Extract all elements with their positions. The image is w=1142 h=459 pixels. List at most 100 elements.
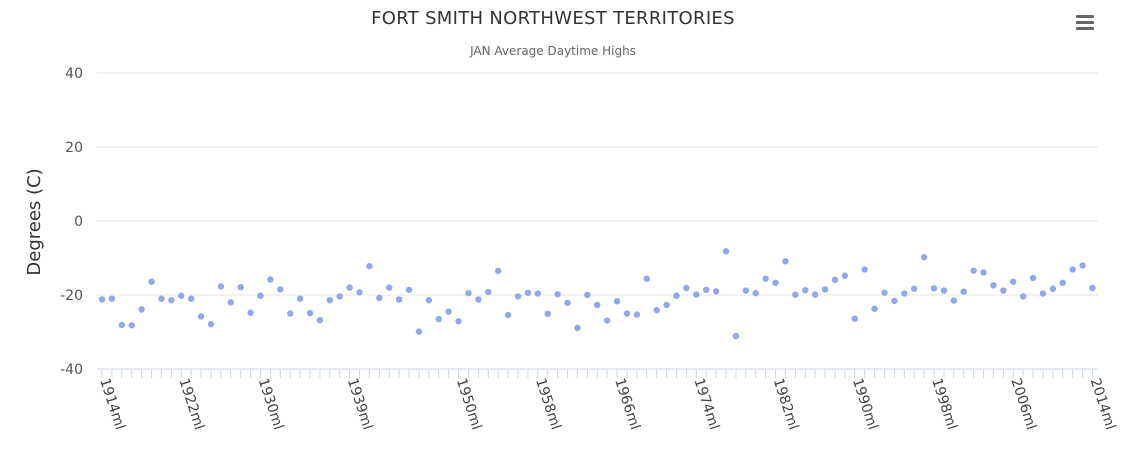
data-point[interactable] <box>485 288 492 296</box>
data-point[interactable] <box>346 284 353 291</box>
data-point[interactable] <box>257 292 264 299</box>
data-point[interactable] <box>187 295 195 302</box>
data-point[interactable] <box>168 296 175 304</box>
data-point[interactable] <box>1000 287 1007 294</box>
data-point[interactable] <box>633 311 641 318</box>
data-point[interactable] <box>445 308 452 315</box>
data-point[interactable] <box>1019 293 1027 300</box>
data-point[interactable] <box>158 295 165 302</box>
data-point[interactable] <box>336 293 343 300</box>
data-point[interactable] <box>425 296 433 304</box>
data-point[interactable] <box>1069 266 1076 273</box>
data-point[interactable] <box>980 269 987 276</box>
data-point[interactable] <box>881 289 888 296</box>
data-point[interactable] <box>554 291 561 298</box>
data-point[interactable] <box>306 309 314 317</box>
data-point[interactable] <box>742 287 750 294</box>
data-point[interactable] <box>237 284 244 291</box>
data-point[interactable] <box>138 306 145 313</box>
data-point[interactable] <box>435 315 442 323</box>
data-point[interactable] <box>762 275 769 282</box>
data-point[interactable] <box>1079 262 1086 269</box>
data-point[interactable] <box>782 258 789 265</box>
data-point[interactable] <box>564 299 571 306</box>
data-point[interactable] <box>98 296 106 303</box>
data-point[interactable] <box>683 284 690 292</box>
data-point[interactable] <box>693 291 700 298</box>
data-point[interactable] <box>356 289 363 296</box>
data-point[interactable] <box>703 286 710 294</box>
data-point[interactable] <box>386 284 393 291</box>
data-point[interactable] <box>534 290 542 297</box>
data-point[interactable] <box>366 262 373 270</box>
data-point[interactable] <box>148 278 155 285</box>
data-point[interactable] <box>1029 274 1037 282</box>
data-point[interactable] <box>990 282 997 289</box>
data-point[interactable] <box>623 310 631 317</box>
data-point[interactable] <box>247 309 254 316</box>
data-point[interactable] <box>108 295 116 302</box>
data-point[interactable] <box>197 313 205 320</box>
data-point[interactable] <box>643 275 650 282</box>
data-point[interactable] <box>821 286 829 293</box>
data-point[interactable] <box>871 305 878 312</box>
data-point[interactable] <box>465 289 472 297</box>
data-point[interactable] <box>286 310 294 317</box>
data-point[interactable] <box>792 291 799 298</box>
data-point[interactable] <box>930 285 938 292</box>
data-point[interactable] <box>296 295 304 302</box>
data-point[interactable] <box>712 288 720 295</box>
data-point[interactable] <box>118 321 126 329</box>
data-point[interactable] <box>277 286 284 293</box>
data-point[interactable] <box>603 317 611 324</box>
data-point[interactable] <box>940 287 948 294</box>
data-point[interactable] <box>504 311 512 319</box>
data-point[interactable] <box>178 292 185 299</box>
data-point[interactable] <box>841 272 849 279</box>
data-point[interactable] <box>544 310 551 318</box>
data-point[interactable] <box>861 266 868 273</box>
data-point[interactable] <box>1039 290 1047 297</box>
data-point[interactable] <box>722 248 730 255</box>
data-point[interactable] <box>594 301 601 309</box>
data-point[interactable] <box>772 279 779 286</box>
data-point[interactable] <box>802 286 809 294</box>
data-point[interactable] <box>128 322 135 329</box>
data-point[interactable] <box>831 276 839 284</box>
data-point[interactable] <box>495 267 502 275</box>
data-point[interactable] <box>663 301 670 309</box>
data-point[interactable] <box>920 254 928 261</box>
data-point[interactable] <box>1059 279 1066 286</box>
data-point[interactable] <box>911 285 918 292</box>
chart-menu-button[interactable] <box>1072 12 1098 34</box>
data-point[interactable] <box>316 316 324 324</box>
data-point[interactable] <box>613 298 621 305</box>
data-point[interactable] <box>653 306 660 314</box>
data-point[interactable] <box>1089 284 1096 292</box>
data-point[interactable] <box>475 296 482 303</box>
data-point[interactable] <box>970 267 977 274</box>
data-point[interactable] <box>851 315 858 322</box>
data-point[interactable] <box>267 276 274 283</box>
data-point[interactable] <box>574 324 581 332</box>
data-point[interactable] <box>217 283 225 290</box>
data-point[interactable] <box>376 294 383 302</box>
data-point[interactable] <box>207 321 215 328</box>
data-point[interactable] <box>811 291 819 298</box>
data-point[interactable] <box>732 332 740 340</box>
data-point[interactable] <box>950 297 958 304</box>
data-point[interactable] <box>1010 278 1017 285</box>
data-point[interactable] <box>514 293 522 300</box>
data-point[interactable] <box>752 289 759 297</box>
data-point[interactable] <box>960 288 967 295</box>
data-point[interactable] <box>673 292 680 299</box>
data-point[interactable] <box>891 297 898 305</box>
data-point[interactable] <box>415 328 423 335</box>
data-point[interactable] <box>395 296 403 303</box>
data-point[interactable] <box>584 291 591 299</box>
data-point[interactable] <box>455 318 462 325</box>
data-point[interactable] <box>524 289 532 296</box>
data-point[interactable] <box>1049 285 1057 292</box>
data-point[interactable] <box>227 299 234 306</box>
data-point[interactable] <box>901 290 908 297</box>
